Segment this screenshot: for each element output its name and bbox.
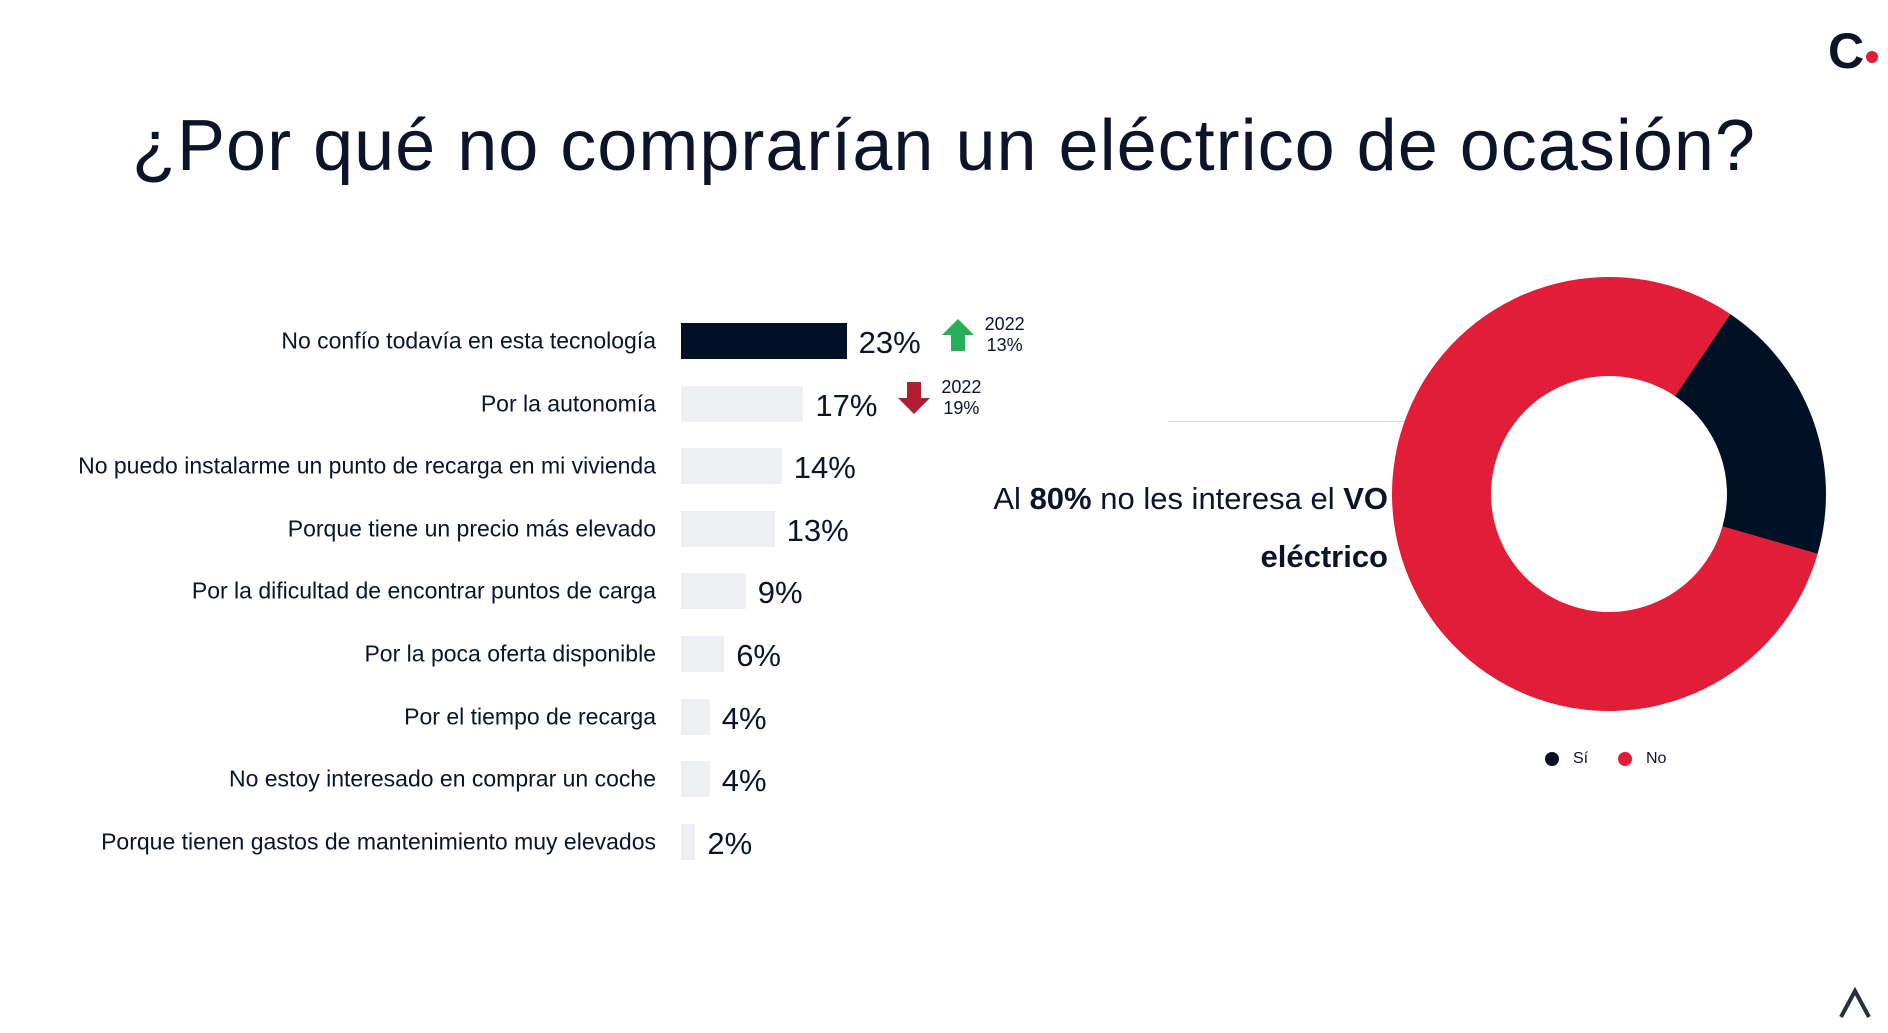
bar-value-label: 6% — [736, 638, 781, 673]
bar — [681, 761, 710, 798]
logo-dot — [1866, 51, 1878, 63]
bar-label: No estoy interesado en comprar un coche — [228, 765, 656, 792]
bar — [681, 698, 710, 735]
legend-item-si: Sí — [1545, 750, 1588, 768]
callout-mid: no les interesa el — [1091, 481, 1344, 516]
comparison-value: 19% — [943, 397, 980, 418]
comparison-label: 2022 19% — [941, 377, 981, 419]
bar-label: Por el tiempo de recarga — [404, 703, 656, 730]
callout-line2: eléctrico — [1260, 539, 1388, 574]
bar-value-label: 14% — [793, 450, 856, 486]
comparison-label: 2022 13% — [985, 314, 1025, 356]
bar — [681, 323, 847, 359]
comparison-year: 2022 — [984, 314, 1025, 334]
brand-logo: C — [1828, 22, 1864, 80]
page-title: ¿Por qué no comprarían un eléctrico de o… — [132, 106, 1756, 186]
bar-label: Por la poca oferta disponible — [364, 640, 656, 667]
bar-label: Por la autonomía — [480, 390, 656, 417]
legend-label-si: Sí — [1573, 750, 1589, 767]
callout-pre: Al — [993, 481, 1030, 516]
bar-label: No confío todavía en esta tecnología — [281, 327, 656, 354]
donut-slice-si — [1674, 314, 1826, 554]
bar — [681, 573, 746, 610]
bar-label: Porque tienen gastos de mantenimiento mu… — [101, 828, 656, 855]
bar — [681, 448, 782, 485]
callout-text: Al 80% no les interesa el VO eléctrico — [993, 470, 1388, 586]
bar-label: No puedo instalarme un punto de recarga … — [78, 452, 656, 479]
legend-label-no: No — [1646, 750, 1667, 767]
bar — [681, 510, 775, 547]
bar — [681, 636, 725, 672]
caret-up-icon — [1839, 986, 1871, 1018]
arrow-down-icon — [898, 381, 931, 414]
bar-value-label: 4% — [721, 700, 767, 736]
bar — [681, 823, 696, 860]
bar — [681, 385, 804, 422]
bar-value-label: 13% — [786, 512, 849, 548]
arrow-up-icon — [941, 319, 974, 351]
callout-vo: VO — [1343, 481, 1388, 516]
bar-value-label: 9% — [757, 575, 803, 611]
comparison-value: 13% — [986, 335, 1023, 355]
legend-dot-no — [1618, 752, 1632, 766]
bar-value-label: 17% — [815, 387, 878, 423]
legend-dot-si — [1545, 752, 1559, 766]
bar-value-label: 2% — [707, 825, 753, 861]
bar-label: Por la dificultad de encontrar puntos de… — [191, 577, 656, 604]
callout-pct: 80% — [1029, 481, 1092, 516]
donut-slice-no — [1392, 276, 1818, 711]
callout-line — [1168, 421, 1476, 422]
logo-letter: C — [1828, 23, 1865, 79]
bar-value-label: 23% — [858, 325, 921, 360]
bar-value-label: 4% — [721, 763, 767, 799]
legend-item-no: No — [1618, 750, 1666, 768]
comparison-year: 2022 — [941, 376, 982, 397]
bar-label: Porque tiene un precio más elevado — [287, 515, 656, 542]
